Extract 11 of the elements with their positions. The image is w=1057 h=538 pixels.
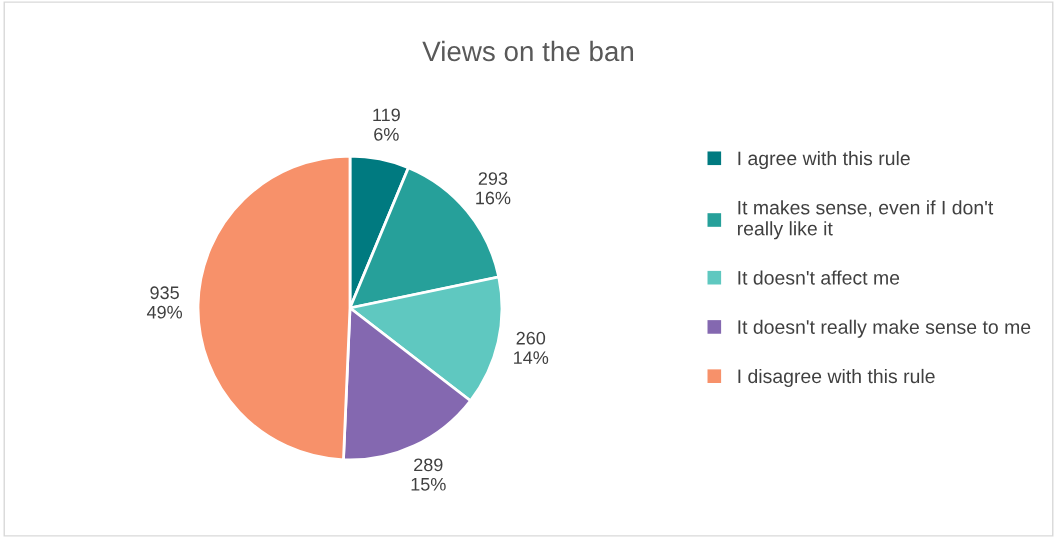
legend-label: It doesn't really make sense to me [738,319,1031,338]
data-label: 293 16% [476,172,511,205]
data-label: 935 49% [146,286,183,319]
data-label: 289 15% [411,458,446,491]
legend-label: I agree with this rule [738,150,910,170]
legend-label: I disagree with this rule [738,368,935,388]
legend-label: It makes sense, even if I don't really like it [737,200,994,240]
data-label: 119 6% [373,108,400,141]
data-label: 260 14% [514,331,549,364]
chart-title: Views on the ban [422,40,634,62]
legend-label: It doesn't affect me [738,270,900,285]
